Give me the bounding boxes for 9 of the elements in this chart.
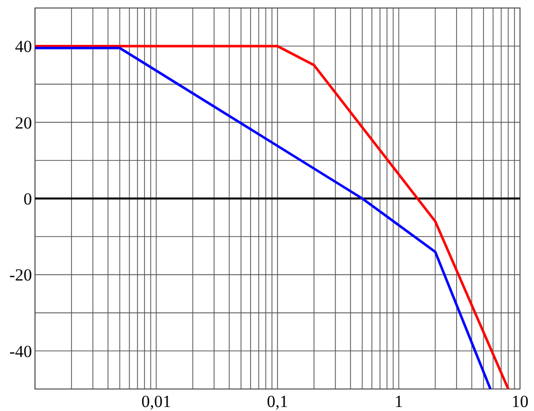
- x-tick-label: 10: [512, 392, 528, 411]
- y-tick-label: -40: [9, 342, 32, 361]
- y-tick-label: 20: [15, 113, 32, 132]
- y-tick-label: 0: [24, 189, 32, 208]
- x-tick-label: 0,01: [141, 392, 172, 411]
- y-tick-label: -20: [9, 266, 32, 285]
- y-tick-label: 40: [15, 37, 32, 56]
- x-tick-label: 0,1: [266, 392, 288, 411]
- x-tick-label: 1: [394, 392, 403, 411]
